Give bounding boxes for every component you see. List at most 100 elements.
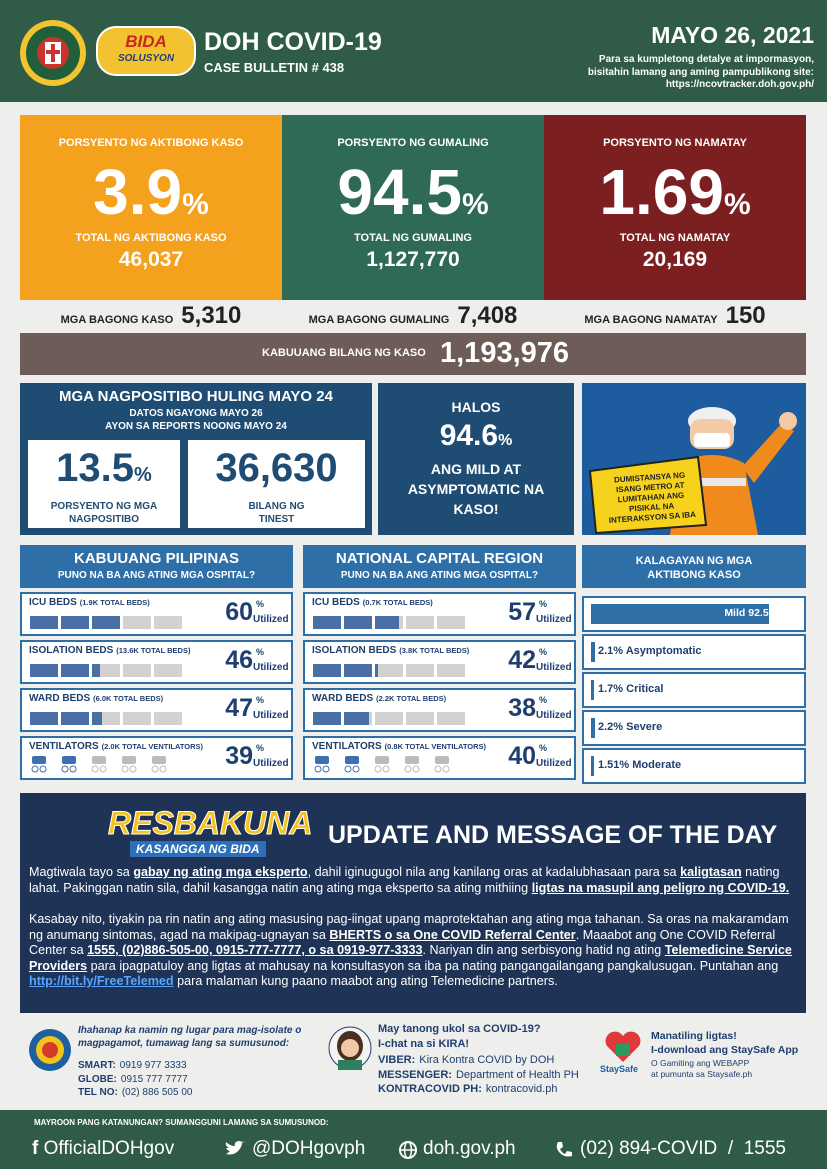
vent-shape bbox=[374, 756, 390, 773]
row-name: VENTILATORS bbox=[29, 741, 99, 752]
row-detail: (0.8K TOTAL VENTILATORS) bbox=[384, 742, 487, 751]
status-label: 1.7% Critical bbox=[598, 683, 664, 695]
row-label: ICU BEDS (0.7K TOTAL BEDS) bbox=[312, 597, 433, 608]
isolation-lines: SMART: 0919 977 3333 GLOBE: 0915 777 7777 TE… bbox=[78, 1059, 192, 1100]
contact-value: kontracovid.ph bbox=[485, 1083, 558, 1095]
web: doh.gov.ph bbox=[423, 1138, 516, 1159]
message: RESBAKUNA KASANGGA NG BIDA UPDATE AND ME… bbox=[20, 793, 806, 1013]
mild-box: HALOS 94.6% ANG MILD AT ASYMPTOMATIC NA … bbox=[378, 383, 574, 535]
doh-seal bbox=[20, 20, 86, 86]
row-label: WARD BEDS (2.2K TOTAL BEDS) bbox=[312, 693, 446, 704]
vent-shape bbox=[344, 756, 360, 773]
row-label: VENTILATORS (2.0K TOTAL VENTILATORS) bbox=[29, 741, 203, 752]
mild-unit: % bbox=[498, 432, 513, 449]
staysafe-logo: StaySafe bbox=[600, 1064, 639, 1074]
vent-shape bbox=[121, 756, 137, 773]
total-value: 20,169 bbox=[642, 248, 708, 271]
vent-shape bbox=[434, 756, 450, 773]
contact-key: TEL NO: bbox=[78, 1087, 118, 1098]
row-name: ICU BEDS bbox=[29, 597, 77, 608]
total-label: KABUUANG BILANG NG KASO bbox=[262, 347, 426, 359]
hospital-row: VENTILATORS (0.8K TOTAL VENTILATORS) 40% Ut… bbox=[303, 736, 576, 780]
contact-line: TEL NO: (02) 886 505 00 bbox=[78, 1086, 192, 1100]
bar-segment bbox=[375, 712, 403, 725]
new-label: MGA BAGONG NAMATAY bbox=[584, 314, 718, 326]
status-title: KALAGAYAN NG MGA AKTIBONG KASO bbox=[635, 555, 753, 581]
status-label: 1.51% Moderate bbox=[598, 759, 682, 771]
hospital-subtitle: PUNO NA BA ANG ATING MGA OSPITAL? bbox=[57, 570, 256, 581]
bar-segment bbox=[154, 616, 182, 629]
poster: DUMISTANSYA NG ISANG METRO AT LUMITAHAN … bbox=[582, 383, 806, 535]
text-run: , dahil iginugugol nila ang kanilang ora… bbox=[307, 865, 681, 879]
bar-segment bbox=[123, 664, 151, 677]
row-value: 40 bbox=[508, 742, 536, 770]
kira-q: May tanong ukol sa COVID-19? bbox=[378, 1023, 541, 1035]
link: http://bit.ly/FreeTelemed bbox=[29, 974, 174, 988]
row-name: ICU BEDS bbox=[312, 597, 360, 608]
bar-segment bbox=[30, 616, 58, 629]
twitter-icon bbox=[225, 1141, 245, 1155]
status-item: 1.51% Moderate bbox=[582, 748, 806, 784]
date: MAYO 26, 2021 bbox=[651, 22, 814, 48]
row-name: ISOLATION BEDS bbox=[312, 645, 397, 656]
status-bar bbox=[591, 680, 595, 700]
vent-shape bbox=[151, 756, 167, 773]
status-item: 2.1% Asymptomatic bbox=[582, 634, 806, 670]
summary-panel: PORSYENTO NG NAMATAY 1.69% TOTAL NG NAMATA… bbox=[544, 115, 806, 300]
summary-panel: PORSYENTO NG GUMALING 94.5% TOTAL NG GUMAL… bbox=[282, 115, 544, 300]
contact-line: MESSENGER: Department of Health PH bbox=[378, 1068, 579, 1083]
vent-icon bbox=[120, 755, 140, 773]
new-value: 5,310 bbox=[181, 302, 242, 329]
row-detail: (0.7K TOTAL BEDS) bbox=[362, 598, 433, 607]
hotline: 1555 bbox=[743, 1138, 786, 1159]
bar-fill bbox=[344, 664, 372, 677]
hospital-row: ICU BEDS (1.9K TOTAL BEDS) 60% Utilized bbox=[20, 592, 293, 636]
rate-value: 13.5 bbox=[56, 446, 135, 490]
bar-segment bbox=[154, 712, 182, 725]
contact-key: MESSENGER: bbox=[378, 1068, 452, 1081]
row-status: Utilized bbox=[536, 662, 572, 673]
hospital-row: WARD BEDS (2.2K TOTAL BEDS) 38% Utilized bbox=[303, 688, 576, 732]
bar-segment bbox=[92, 616, 120, 629]
row-status: Utilized bbox=[253, 662, 289, 673]
footer-phone: (02) 894-COVID / 1555 bbox=[580, 1138, 786, 1160]
bar-segment bbox=[92, 664, 120, 677]
vent-icon bbox=[60, 755, 80, 773]
tested-box: 36,630 BILANG NG TINEST bbox=[188, 440, 365, 528]
positivity: MGA NAGPOSITIBO HULING MAYO 24 DATOS NGA… bbox=[20, 383, 372, 535]
new-value: 150 bbox=[725, 302, 766, 329]
kira-lines: VIBER: Kira Kontra COVID by DOH MESSENGER:… bbox=[378, 1053, 579, 1097]
contact-line: KONTRACOVID PH: kontracovid.ph bbox=[378, 1082, 579, 1097]
cr-logo bbox=[29, 1029, 71, 1071]
contact-key: KONTRACOVID PH: bbox=[378, 1083, 482, 1095]
row-label: VENTILATORS (0.8K TOTAL VENTILATORS) bbox=[312, 741, 486, 752]
total-value: 1,193,976 bbox=[440, 337, 570, 369]
bar-fill bbox=[61, 664, 89, 677]
contact-key: VIBER: bbox=[378, 1054, 416, 1066]
row-status: Utilized bbox=[253, 710, 289, 721]
text-run: para malaman kung paano maabot ang ating… bbox=[173, 974, 558, 988]
total-label: TOTAL NG AKTIBONG KASO bbox=[75, 232, 227, 244]
percent-unit: % bbox=[182, 188, 209, 221]
percent-value: 1.69 bbox=[599, 156, 724, 228]
bulletin: CASE BULLETIN # 438 bbox=[204, 60, 345, 75]
isolation-text: Ihahanap ka namin ng lugar para mag-isol… bbox=[78, 1025, 302, 1049]
bar-segment bbox=[61, 664, 89, 677]
vent-icon bbox=[150, 755, 170, 773]
bar-segment bbox=[61, 616, 89, 629]
mild-text: ANG MILD AT ASYMPTOMATIC NA KASO! bbox=[407, 461, 545, 517]
row-label: WARD BEDS (6.0K TOTAL BEDS) bbox=[29, 693, 163, 704]
separator: / bbox=[727, 1138, 734, 1159]
rate-label: PORSYENTO NG MGA NAGPOSITIBO bbox=[50, 501, 158, 525]
row-value: 47 bbox=[225, 694, 253, 722]
row-label: ISOLATION BEDS (3.8K TOTAL BEDS) bbox=[312, 645, 469, 656]
row-value: 57 bbox=[508, 598, 536, 626]
positivity-line: DATOS NGAYONG MAYO 26 bbox=[129, 408, 263, 419]
mild-lead: HALOS bbox=[451, 399, 501, 415]
contact-value: Department of Health PH bbox=[455, 1068, 579, 1081]
row-name: WARD BEDS bbox=[29, 693, 91, 704]
footer-prompt: MAYROON PANG KATANUNGAN? SUMANGGUNI LAMA… bbox=[34, 1118, 329, 1127]
contact-line: VIBER: Kira Kontra COVID by DOH bbox=[378, 1053, 579, 1068]
row-name: VENTILATORS bbox=[312, 741, 382, 752]
bar-fill bbox=[344, 712, 370, 725]
